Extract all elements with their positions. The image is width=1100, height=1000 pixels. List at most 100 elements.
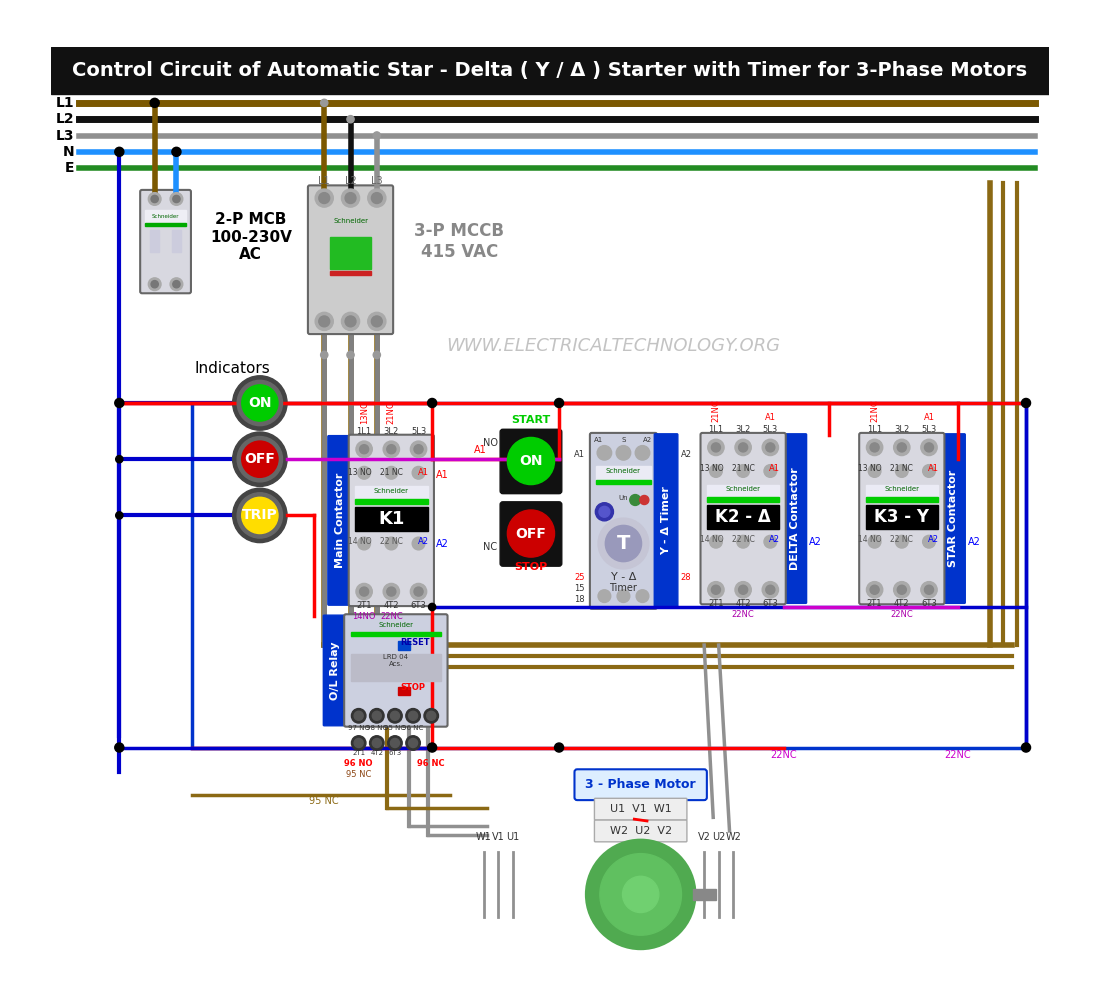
Circle shape bbox=[354, 711, 363, 720]
Circle shape bbox=[630, 495, 640, 505]
Text: U1: U1 bbox=[506, 832, 519, 842]
Circle shape bbox=[370, 709, 384, 723]
Text: Schneider: Schneider bbox=[606, 468, 641, 474]
Text: Indicators: Indicators bbox=[195, 361, 271, 376]
Circle shape bbox=[707, 439, 724, 456]
Text: L2: L2 bbox=[55, 112, 74, 126]
Circle shape bbox=[351, 709, 366, 723]
FancyBboxPatch shape bbox=[701, 433, 785, 604]
Circle shape bbox=[354, 738, 363, 748]
Text: TRIP: TRIP bbox=[242, 508, 277, 522]
Bar bbox=[707, 497, 780, 502]
Circle shape bbox=[427, 711, 436, 720]
Text: L1: L1 bbox=[318, 176, 330, 186]
Text: 97 NO: 97 NO bbox=[348, 725, 370, 731]
Circle shape bbox=[640, 495, 649, 505]
Text: 2T1: 2T1 bbox=[867, 599, 882, 608]
Text: 3-P MCCB
415 VAC: 3-P MCCB 415 VAC bbox=[415, 222, 504, 261]
Circle shape bbox=[764, 535, 777, 548]
Bar bbox=[398, 687, 410, 695]
Circle shape bbox=[616, 446, 630, 460]
Text: U1  V1  W1: U1 V1 W1 bbox=[609, 804, 671, 814]
Circle shape bbox=[116, 456, 123, 463]
Text: Timer: Timer bbox=[609, 583, 637, 593]
Text: 13 NO: 13 NO bbox=[348, 468, 372, 477]
Circle shape bbox=[387, 587, 396, 596]
FancyBboxPatch shape bbox=[349, 435, 433, 606]
Text: 2-P MCB
100-230V
AC: 2-P MCB 100-230V AC bbox=[210, 212, 292, 262]
Circle shape bbox=[636, 590, 649, 602]
Text: L3: L3 bbox=[371, 176, 383, 186]
Circle shape bbox=[738, 585, 748, 594]
Circle shape bbox=[924, 585, 934, 594]
Circle shape bbox=[410, 441, 427, 457]
Circle shape bbox=[320, 351, 328, 359]
Circle shape bbox=[233, 432, 287, 486]
Text: 96 NC: 96 NC bbox=[417, 759, 446, 768]
Text: STOP: STOP bbox=[400, 683, 426, 692]
Text: Schneider: Schneider bbox=[374, 488, 409, 494]
Text: E: E bbox=[65, 161, 74, 175]
Text: 13NO: 13NO bbox=[360, 400, 368, 424]
Text: A1: A1 bbox=[924, 413, 935, 422]
Circle shape bbox=[735, 582, 751, 598]
Text: 22 NC: 22 NC bbox=[890, 535, 913, 544]
FancyBboxPatch shape bbox=[594, 820, 686, 842]
Text: L2: L2 bbox=[344, 176, 356, 186]
Circle shape bbox=[893, 582, 910, 598]
Circle shape bbox=[895, 535, 909, 548]
FancyBboxPatch shape bbox=[783, 434, 806, 603]
Text: 5L3: 5L3 bbox=[922, 425, 936, 434]
FancyBboxPatch shape bbox=[500, 429, 562, 494]
Circle shape bbox=[737, 465, 749, 477]
Circle shape bbox=[385, 537, 398, 550]
Text: L3: L3 bbox=[55, 129, 74, 143]
FancyBboxPatch shape bbox=[328, 436, 351, 605]
Circle shape bbox=[408, 738, 418, 748]
Text: 21NC: 21NC bbox=[712, 399, 720, 422]
Text: 22NC: 22NC bbox=[890, 610, 913, 619]
Text: Schneider: Schneider bbox=[884, 486, 920, 492]
Circle shape bbox=[870, 443, 879, 452]
Text: START: START bbox=[512, 415, 551, 425]
Text: 6T3: 6T3 bbox=[921, 599, 937, 608]
Text: T: T bbox=[617, 534, 630, 553]
Text: K1: K1 bbox=[378, 510, 405, 528]
Text: 21 NC: 21 NC bbox=[732, 464, 755, 473]
Circle shape bbox=[586, 840, 695, 949]
Text: ON: ON bbox=[249, 396, 272, 410]
Circle shape bbox=[605, 525, 641, 562]
Text: Main Contactor: Main Contactor bbox=[334, 472, 344, 568]
Circle shape bbox=[623, 876, 659, 913]
Text: 96 NC: 96 NC bbox=[403, 725, 424, 731]
Circle shape bbox=[707, 582, 724, 598]
Text: A1: A1 bbox=[928, 464, 939, 473]
Text: 6T3: 6T3 bbox=[762, 599, 778, 608]
Text: 6T3: 6T3 bbox=[410, 601, 427, 610]
FancyBboxPatch shape bbox=[140, 190, 191, 293]
Circle shape bbox=[148, 193, 161, 205]
Circle shape bbox=[372, 316, 383, 327]
Bar bbox=[52, 47, 1048, 94]
Circle shape bbox=[412, 537, 425, 550]
Circle shape bbox=[320, 99, 328, 106]
Bar bbox=[351, 632, 441, 636]
Text: 1L1: 1L1 bbox=[867, 425, 882, 434]
Text: O/L Relay: O/L Relay bbox=[330, 641, 340, 700]
Bar bbox=[330, 271, 372, 275]
Bar bbox=[150, 230, 160, 252]
Text: STOP: STOP bbox=[515, 562, 548, 572]
Circle shape bbox=[319, 316, 330, 327]
Text: 98 NO: 98 NO bbox=[366, 725, 388, 731]
Circle shape bbox=[150, 98, 160, 107]
Text: U2: U2 bbox=[712, 832, 725, 842]
Circle shape bbox=[414, 445, 424, 454]
Text: OFF: OFF bbox=[516, 527, 547, 541]
Circle shape bbox=[408, 711, 418, 720]
Circle shape bbox=[173, 195, 180, 203]
Text: 25: 25 bbox=[574, 573, 584, 582]
Circle shape bbox=[762, 582, 779, 598]
Circle shape bbox=[738, 443, 748, 452]
Circle shape bbox=[764, 465, 777, 477]
Text: A1: A1 bbox=[474, 445, 486, 455]
